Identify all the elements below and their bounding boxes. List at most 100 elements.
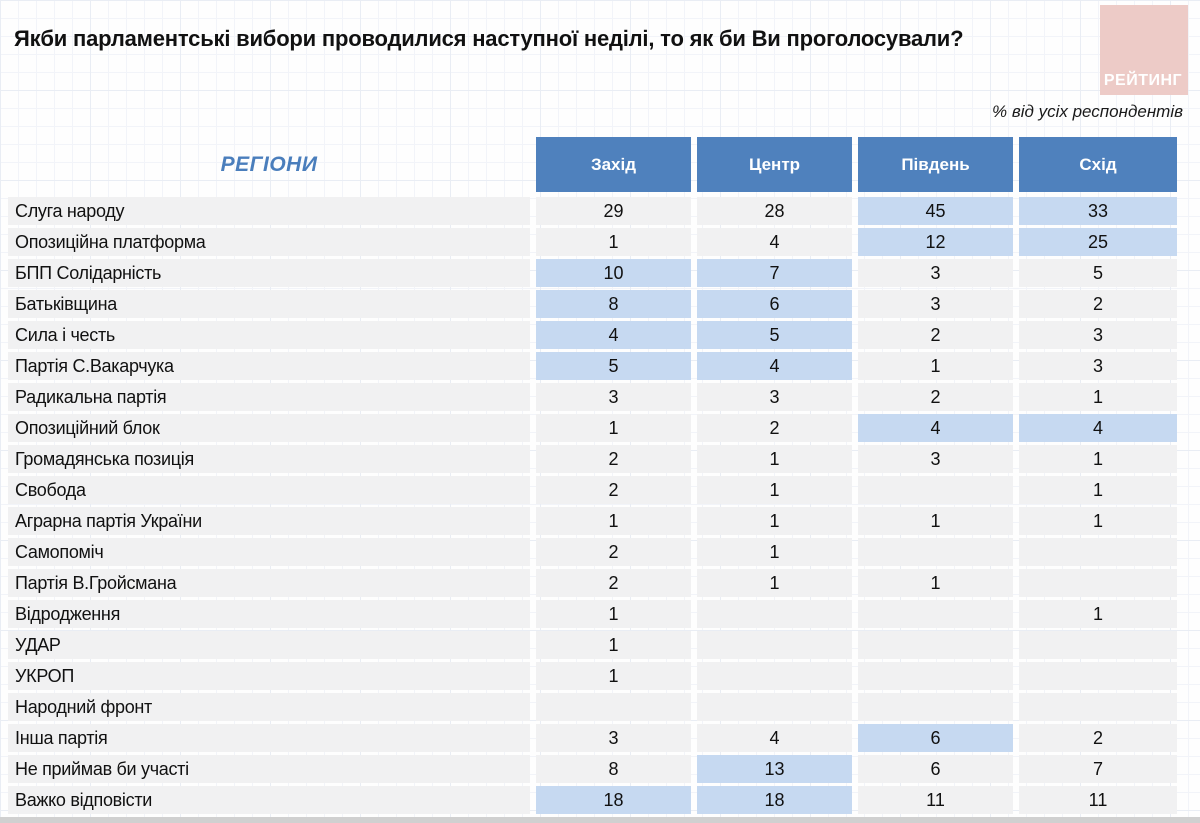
party-label: Радикальна партія — [8, 383, 530, 411]
value-cell: 4 — [536, 321, 691, 349]
party-label: Слуга народу — [8, 197, 530, 225]
value-cell — [858, 631, 1013, 659]
value-cell: 1 — [1019, 507, 1177, 535]
value-cell: 28 — [697, 197, 852, 225]
table-row: Інша партія 3 4 6 2 — [8, 724, 1185, 752]
value-cell: 1 — [536, 631, 691, 659]
value-cell: 2 — [697, 414, 852, 442]
value-cell: 2 — [536, 569, 691, 597]
table-row: Громадянська позиція 2 1 3 1 — [8, 445, 1185, 473]
value-cell: 2 — [1019, 724, 1177, 752]
value-cell: 6 — [858, 755, 1013, 783]
party-label: Відродження — [8, 600, 530, 628]
table-row: Самопоміч 2 1 — [8, 538, 1185, 566]
value-cell: 1 — [858, 352, 1013, 380]
value-cell: 4 — [697, 228, 852, 256]
value-cell: 1 — [697, 569, 852, 597]
page-title: Якби парламентські вибори проводилися на… — [14, 26, 964, 51]
value-cell — [1019, 631, 1177, 659]
value-cell: 3 — [536, 383, 691, 411]
table-body: Слуга народу 29 28 45 33 Опозиційна платформа… — [8, 197, 1185, 814]
party-label: Не приймав би участі — [8, 755, 530, 783]
party-label: Інша партія — [8, 724, 530, 752]
value-cell: 8 — [536, 290, 691, 318]
table-row: Важко відповісти 18 18 11 11 — [8, 786, 1185, 814]
value-cell: 7 — [697, 259, 852, 287]
table-row: Опозиційна платформа 1 4 12 25 — [8, 228, 1185, 256]
table-row: Опозиційний блок 1 2 4 4 — [8, 414, 1185, 442]
value-cell: 11 — [858, 786, 1013, 814]
value-cell: 2 — [858, 383, 1013, 411]
value-cell: 1 — [536, 600, 691, 628]
value-cell: 25 — [1019, 228, 1177, 256]
rating-logo-text: РЕЙТИНГ — [1103, 72, 1183, 89]
value-cell: 1 — [1019, 383, 1177, 411]
party-label: Народний фронт — [8, 693, 530, 721]
party-label: УКРОП — [8, 662, 530, 690]
value-cell: 1 — [1019, 600, 1177, 628]
value-cell: 2 — [1019, 290, 1177, 318]
party-label: УДАР — [8, 631, 530, 659]
value-cell: 1 — [1019, 476, 1177, 504]
party-label: Сила і честь — [8, 321, 530, 349]
table-row: Слуга народу 29 28 45 33 — [8, 197, 1185, 225]
column-header: Захід — [536, 137, 691, 192]
value-cell: 3 — [697, 383, 852, 411]
value-cell — [1019, 662, 1177, 690]
table-row: БПП Солідарність 10 7 3 5 — [8, 259, 1185, 287]
value-cell: 1 — [858, 507, 1013, 535]
party-label: Свобода — [8, 476, 530, 504]
column-header: Схід — [1019, 137, 1177, 192]
value-cell: 1 — [697, 507, 852, 535]
value-cell: 6 — [697, 290, 852, 318]
party-label: Партія С.Вакарчука — [8, 352, 530, 380]
value-cell: 3 — [858, 259, 1013, 287]
table-row: УКРОП 1 — [8, 662, 1185, 690]
value-cell: 4 — [1019, 414, 1177, 442]
party-label: Партія В.Гройсмана — [8, 569, 530, 597]
value-cell: 18 — [536, 786, 691, 814]
table-row: Партія С.Вакарчука 5 4 1 3 — [8, 352, 1185, 380]
value-cell: 1 — [697, 445, 852, 473]
party-label: Важко відповісти — [8, 786, 530, 814]
value-cell: 10 — [536, 259, 691, 287]
value-cell: 4 — [697, 724, 852, 752]
value-cell — [858, 693, 1013, 721]
value-cell — [536, 693, 691, 721]
value-cell — [1019, 538, 1177, 566]
table-row: Не приймав би участі 8 13 6 7 — [8, 755, 1185, 783]
party-label: Опозиційний блок — [8, 414, 530, 442]
value-cell: 3 — [858, 290, 1013, 318]
table-row: Відродження 1 1 — [8, 600, 1185, 628]
value-cell: 1 — [536, 662, 691, 690]
value-cell: 3 — [858, 445, 1013, 473]
value-cell: 3 — [536, 724, 691, 752]
value-cell: 1 — [858, 569, 1013, 597]
party-label: БПП Солідарність — [8, 259, 530, 287]
table-row: Народний фронт — [8, 693, 1185, 721]
table-row: Радикальна партія 3 3 2 1 — [8, 383, 1185, 411]
value-cell — [697, 662, 852, 690]
value-cell: 5 — [1019, 259, 1177, 287]
value-cell: 5 — [536, 352, 691, 380]
party-label: Громадянська позиція — [8, 445, 530, 473]
value-cell: 8 — [536, 755, 691, 783]
value-cell: 2 — [536, 445, 691, 473]
table-row: УДАР 1 — [8, 631, 1185, 659]
value-cell: 4 — [697, 352, 852, 380]
value-cell: 13 — [697, 755, 852, 783]
value-cell: 1 — [536, 414, 691, 442]
value-cell: 2 — [858, 321, 1013, 349]
column-header: Центр — [697, 137, 852, 192]
table-row: Свобода 2 1 1 — [8, 476, 1185, 504]
party-label: Аграрна партія України — [8, 507, 530, 535]
respondents-note: % від усіх респондентів — [991, 102, 1183, 121]
value-cell — [858, 476, 1013, 504]
value-cell: 1 — [697, 538, 852, 566]
value-cell — [697, 693, 852, 721]
results-table: РЕГІОНИ Захід Центр Південь Схід Слуга наро… — [8, 137, 1185, 817]
bottom-bar — [0, 817, 1200, 823]
table-row: Сила і честь 4 5 2 3 — [8, 321, 1185, 349]
value-cell — [858, 662, 1013, 690]
